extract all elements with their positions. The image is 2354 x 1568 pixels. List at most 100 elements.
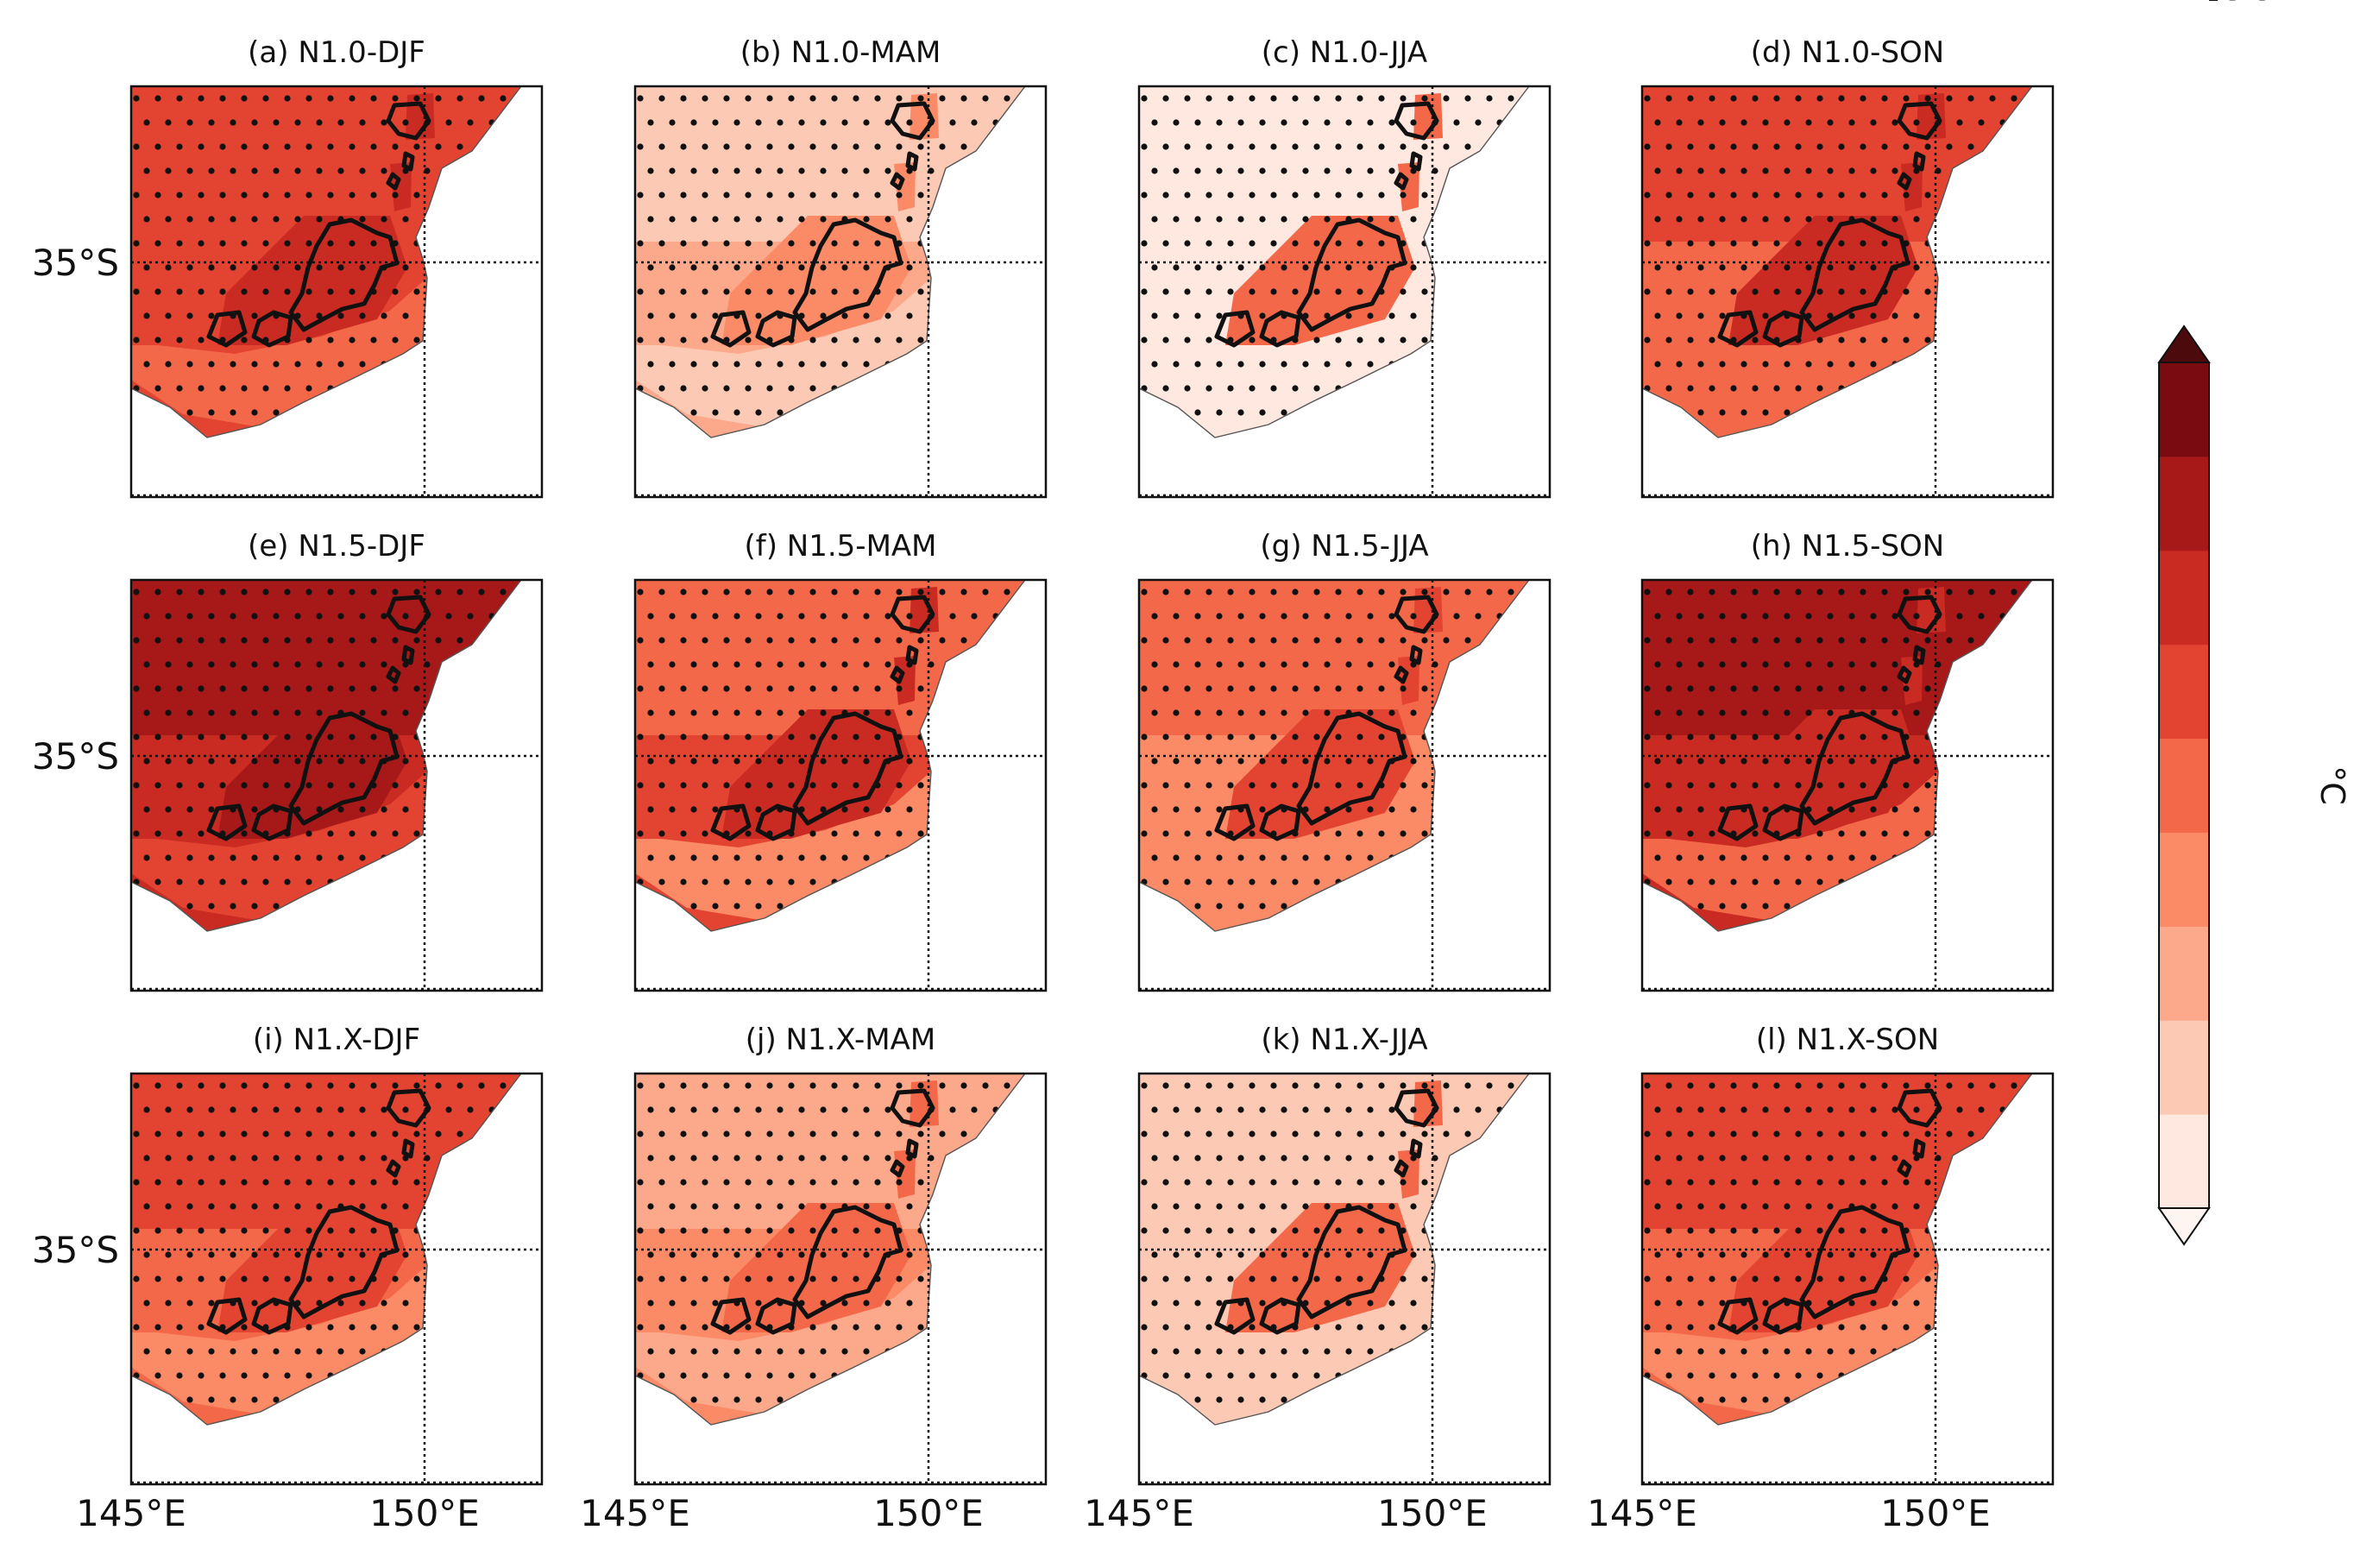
stipple-dot [798, 661, 805, 668]
stipple-dot [1924, 288, 1931, 295]
stipple-dot [820, 264, 827, 271]
stipple-dot [702, 1324, 708, 1331]
stipple-dot [1356, 1275, 1363, 1282]
stipple-dot [1709, 1227, 1715, 1234]
stipple-dot [1237, 1251, 1244, 1258]
contour-5 [1409, 645, 1423, 665]
stipple-dot [647, 709, 654, 716]
stipple-dot [1827, 216, 1834, 223]
stipple-dot [1313, 1324, 1320, 1331]
stipple-dot [755, 709, 762, 716]
stipple-dot [949, 1106, 956, 1113]
stipple-dot [1184, 1372, 1191, 1379]
stipple-dot [1784, 167, 1791, 174]
stipple-dot [777, 1106, 784, 1113]
stipple-dot [680, 830, 687, 837]
stipple-dot [766, 1275, 773, 1282]
stipple-dot [788, 1227, 795, 1234]
stipple-dot [1216, 758, 1223, 765]
stipple-dot [777, 1396, 784, 1403]
stipple-dot [1249, 1275, 1256, 1282]
stipple-dot [1205, 1130, 1212, 1137]
stipple-dot [1870, 806, 1877, 813]
stipple-dot [230, 854, 236, 861]
stipple-dot [143, 312, 150, 319]
stipple-dot [690, 264, 697, 271]
stipple-dot [690, 1300, 697, 1307]
stipple-dot [198, 734, 205, 740]
stipple-dot [143, 1203, 150, 1210]
stipple-dot [186, 1300, 193, 1307]
stipple-dot [337, 119, 344, 126]
stipple-dot [1709, 782, 1715, 789]
stipple-dot [1205, 1082, 1212, 1089]
stipple-dot [1881, 1227, 1888, 1234]
stipple-dot [381, 1106, 387, 1113]
stipple-dot [143, 709, 150, 716]
stipple-dot [176, 240, 183, 247]
stipple-dot [1313, 1130, 1320, 1137]
stipple-dot [853, 192, 859, 198]
stipple-dot [658, 589, 665, 595]
stipple-dot [1464, 1082, 1471, 1089]
stipple-dot [755, 361, 762, 368]
stipple-dot [1324, 1203, 1331, 1210]
stipple-dot [896, 1082, 903, 1089]
stipple-dot [284, 782, 291, 789]
stipple-dot [1903, 192, 1910, 198]
stipple-dot [186, 167, 193, 174]
stipple-dot [1162, 385, 1169, 392]
stipple-dot [1838, 143, 1845, 150]
stipple-dot [1827, 758, 1834, 765]
stipple-dot [1292, 734, 1299, 740]
x-tick-label: 150°E [873, 1492, 984, 1534]
stipple-dot [1848, 312, 1855, 319]
stipple-dot [798, 167, 805, 174]
stipple-dot [1292, 782, 1299, 789]
stipple-dot [788, 192, 795, 198]
stipple-dot [1881, 1324, 1888, 1331]
stipple-dot [853, 240, 859, 247]
contour-4 [1897, 1088, 1942, 1128]
stipple-dot [1259, 119, 1266, 126]
stipple-dot [1151, 854, 1158, 861]
stipple-dot [230, 613, 236, 620]
stipple-dot [809, 589, 816, 595]
stipple-dot [1870, 854, 1877, 861]
stipple-dot [1924, 637, 1931, 644]
stipple-dot [798, 709, 805, 716]
stipple-dot [809, 637, 816, 644]
stipple-dot [1237, 167, 1244, 174]
stipple-dot [1281, 903, 1287, 910]
stipple-dot [1237, 903, 1244, 910]
stipple-dot [1281, 1203, 1287, 1210]
stipple-dot [1946, 95, 1953, 102]
stipple-dot [1827, 1155, 1834, 1162]
stipple-dot [1913, 1300, 1920, 1307]
stipple-dot [1410, 312, 1417, 319]
stipple-dot [305, 637, 312, 644]
stipple-dot [1270, 385, 1277, 392]
stipple-dot [669, 709, 676, 716]
stipple-dot [1249, 385, 1256, 392]
stipple-dot [1860, 830, 1866, 837]
stipple-dot [1400, 1324, 1407, 1331]
field-coastal [1139, 1263, 1437, 1414]
stipple-dot [1838, 830, 1845, 837]
stipple-dot [1141, 589, 1148, 595]
stipple-dot [1709, 685, 1715, 692]
contour-1 [1296, 711, 1407, 826]
stipple-dot [1216, 709, 1223, 716]
panel-h-n15-son: (h) N1.5-SON [1640, 529, 2055, 992]
stipple-dot [1784, 1106, 1791, 1113]
stipple-dot [262, 685, 269, 692]
stipple-dot [755, 1396, 762, 1403]
stipple-dot [1292, 1082, 1299, 1089]
stipple-dot [1805, 361, 1812, 368]
stipple-dot [305, 143, 312, 150]
stipple-dot [1151, 1251, 1158, 1258]
stipple-dot [327, 637, 334, 644]
stipple-dot [143, 216, 150, 223]
stipple-dot [1249, 734, 1256, 740]
stipple-dot [798, 1106, 805, 1113]
